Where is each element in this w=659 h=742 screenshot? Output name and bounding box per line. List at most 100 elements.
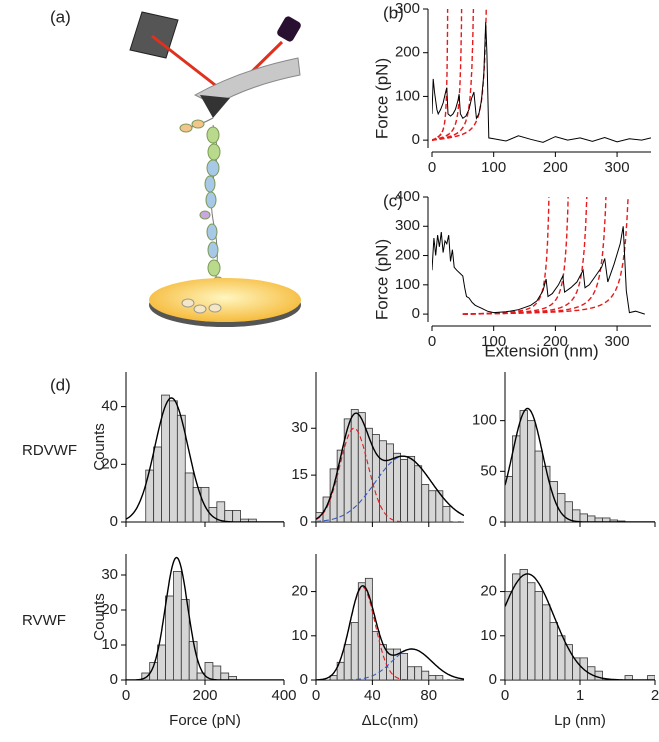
panel: 0 10 20 0 1 2 Lp (nm) — [480, 554, 659, 729]
y-tick-label: 0 — [110, 671, 118, 688]
wlc-fit — [462, 197, 550, 315]
gaussian-fit — [505, 407, 655, 522]
plot-area — [505, 407, 655, 522]
y-tick-label: 100 — [472, 412, 497, 429]
bar — [549, 622, 558, 680]
y-tick-label: 10 — [101, 636, 118, 653]
force-trace — [432, 22, 651, 143]
bar — [172, 571, 182, 680]
y-tick-label: 0 — [300, 513, 308, 530]
bar — [157, 644, 166, 680]
y-tick-label: 40 — [101, 398, 118, 415]
bar — [542, 465, 551, 522]
panel-label: (b) — [383, 3, 404, 22]
x-tick-label: 0 — [501, 687, 509, 704]
bar — [527, 582, 536, 680]
bar — [557, 635, 566, 680]
y-tick-label: 0 — [489, 671, 497, 688]
force-trace — [432, 226, 645, 315]
bar — [414, 465, 423, 522]
panel: 0 100 200 300 400 0 100 200 300 (c) Force (pN) Exte… — [372, 188, 651, 360]
bar — [400, 459, 409, 522]
x-tick-label: 40 — [364, 687, 381, 704]
wlc-fit — [462, 197, 569, 315]
bar — [220, 672, 230, 680]
bar — [519, 569, 528, 680]
y-tick-label: 10 — [480, 627, 497, 644]
gaussian-fit — [316, 455, 464, 522]
bar — [371, 630, 380, 680]
surface — [149, 278, 301, 322]
bar — [379, 440, 387, 522]
bar — [512, 573, 521, 680]
x-tick-label: 0 — [312, 687, 320, 704]
domains — [181, 298, 222, 314]
row-label: RDVWF — [22, 442, 77, 459]
bar — [357, 412, 366, 522]
bar — [428, 675, 437, 680]
wlc-fit — [432, 9, 463, 141]
y-axis-label: Force (pN) — [372, 239, 391, 320]
y-tick-label: 10 — [291, 627, 308, 644]
panel-label: (a) — [50, 7, 71, 26]
x-tick-label: 1 — [576, 687, 584, 704]
bar — [393, 452, 401, 522]
y-axis-label: Counts — [91, 423, 108, 471]
panel-label: (d) — [50, 375, 71, 394]
x-tick-label: 400 — [271, 687, 296, 704]
x-axis-label: ΔLc(nm) — [362, 712, 419, 729]
y-tick-label: 20 — [101, 455, 118, 472]
bar — [587, 515, 596, 522]
x-axis-label: Lp (nm) — [554, 712, 606, 729]
bar — [407, 455, 416, 522]
bar — [407, 666, 416, 680]
plot-area — [505, 569, 655, 680]
bar — [428, 490, 437, 522]
x-tick-label: 300 — [605, 333, 630, 350]
bar — [386, 443, 394, 522]
wlc-fit — [432, 9, 449, 141]
y-tick-label: 300 — [395, 217, 420, 234]
y-tick-label: 200 — [395, 44, 420, 61]
bar — [343, 644, 352, 680]
x-tick-label: 0 — [428, 333, 436, 350]
bar — [542, 604, 551, 680]
domains — [179, 119, 225, 305]
panel-label: (c) — [383, 191, 403, 210]
y-tick-label: 30 — [101, 566, 118, 583]
y-tick-label: 20 — [291, 583, 308, 600]
bar — [400, 653, 409, 680]
bar — [421, 670, 430, 680]
plot-area — [316, 409, 464, 522]
y-tick-label: 300 — [395, 0, 420, 17]
y-tick-label: 0 — [412, 131, 420, 148]
bar — [579, 513, 588, 522]
plot-area — [316, 577, 464, 680]
panel: 0 15 30 — [291, 372, 464, 530]
x-tick-label: 200 — [543, 159, 568, 176]
gaussian-fit — [505, 573, 655, 680]
wlc-fit — [432, 9, 475, 141]
x-tick-label: 80 — [420, 687, 437, 704]
bar — [534, 591, 543, 680]
bar — [188, 641, 198, 680]
panel: 0 10 20 30 0 200 400 Counts Force (pN) RVWF — [22, 554, 297, 729]
bar — [572, 509, 581, 522]
x-tick-label: 100 — [481, 159, 506, 176]
y-tick-label: 0 — [489, 513, 497, 530]
bar — [357, 582, 366, 680]
y-tick-label: 400 — [395, 188, 420, 205]
bar — [534, 450, 543, 522]
x-axis-label: Extension (nm) — [484, 341, 598, 360]
y-tick-label: 30 — [291, 419, 308, 436]
bar — [184, 472, 194, 522]
bar — [435, 675, 444, 680]
y-axis-label: Force (pN) — [372, 58, 391, 139]
x-tick-label: 200 — [192, 687, 217, 704]
bar — [180, 599, 190, 680]
x-axis-label: Force (pN) — [169, 712, 241, 729]
y-tick-label: 20 — [101, 601, 118, 618]
bar — [350, 622, 359, 680]
plot-area — [432, 9, 651, 143]
